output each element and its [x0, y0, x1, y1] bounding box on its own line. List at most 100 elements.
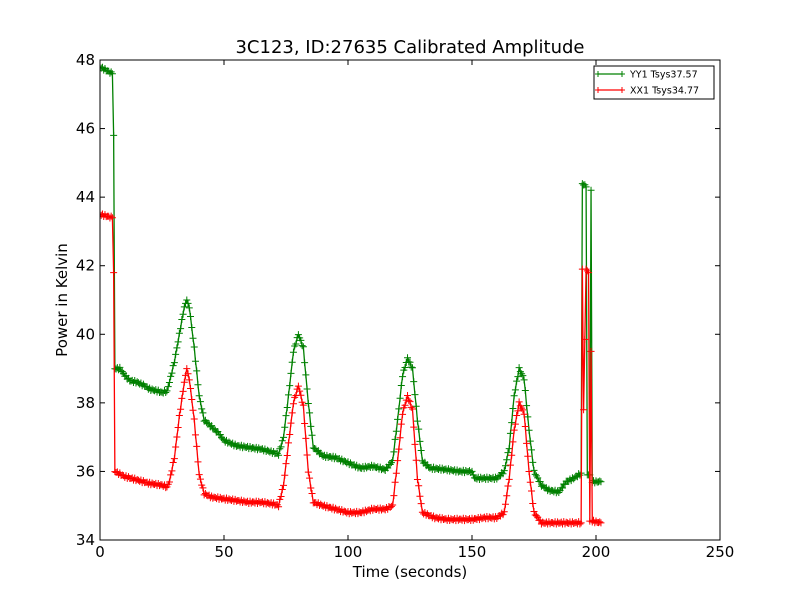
data-point-marker [281, 423, 289, 431]
data-point-marker [521, 387, 529, 395]
data-point-marker [407, 363, 415, 371]
data-point-marker [526, 437, 534, 445]
data-point-marker [501, 462, 509, 470]
data-point-marker [504, 449, 512, 457]
data-point-marker [168, 369, 176, 377]
data-point-marker [396, 434, 404, 442]
data-point-marker [193, 367, 201, 375]
data-point-marker [523, 402, 531, 410]
data-point-marker [299, 343, 307, 351]
data-point-marker [411, 391, 419, 399]
data-point-marker [173, 344, 181, 352]
data-point-marker [506, 429, 514, 437]
data-point-marker [411, 440, 419, 448]
data-point-marker [304, 468, 312, 476]
data-point-marker [108, 214, 116, 222]
data-point-marker [183, 365, 191, 373]
data-point-marker [301, 420, 309, 428]
data-point-marker [174, 424, 182, 432]
data-point-marker [521, 423, 529, 431]
data-point-marker [183, 296, 191, 304]
data-point-marker [177, 325, 185, 333]
data-point-marker [412, 402, 420, 410]
data-point-marker [399, 410, 407, 418]
data-point-marker [277, 493, 285, 501]
data-point-marker [173, 433, 181, 441]
data-point-marker [289, 400, 297, 408]
data-point-marker [529, 499, 537, 507]
series-markers [100, 210, 605, 528]
data-point-marker [184, 299, 192, 307]
data-point-marker [163, 387, 171, 395]
data-point-marker [397, 382, 405, 390]
data-point-marker [282, 412, 290, 420]
data-point-marker [298, 398, 306, 406]
data-point-marker [170, 359, 178, 367]
legend-box [593, 65, 715, 100]
data-point-marker [587, 186, 595, 194]
data-point-marker [289, 348, 297, 356]
data-point-marker [390, 448, 398, 456]
data-point-marker [180, 303, 188, 311]
legend-entry-xx1: XX1 Tsys34.77 [595, 86, 699, 97]
data-point-marker [187, 312, 195, 320]
data-point-marker [190, 415, 198, 423]
chart-title: 3C123, ID:27635 Calibrated Amplitude [235, 37, 584, 58]
data-point-marker [196, 475, 204, 483]
data-point-marker [172, 443, 180, 451]
legend-entry-yy1: YY1 Tsys37.57 [595, 70, 698, 81]
data-point-marker [515, 364, 523, 372]
data-point-marker [525, 426, 533, 434]
y-tick-label: 44 [76, 188, 95, 206]
data-point-marker [580, 406, 588, 414]
data-point-marker [170, 455, 178, 463]
data-point-marker [175, 411, 183, 419]
data-point-marker [292, 340, 300, 348]
data-point-marker [386, 460, 394, 468]
data-point-marker [500, 508, 508, 516]
data-point-marker [390, 492, 398, 500]
data-point-marker [520, 410, 528, 418]
data-point-marker [107, 212, 115, 220]
data-point-marker [416, 437, 424, 445]
data-point-marker [518, 404, 526, 412]
data-point-marker [597, 478, 605, 486]
data-point-marker [405, 396, 413, 404]
data-point-marker [287, 419, 295, 427]
data-point-marker [404, 354, 412, 362]
data-point-marker [165, 379, 173, 387]
data-point-marker [509, 438, 517, 446]
data-point-marker [297, 391, 305, 399]
data-point-marker [306, 409, 314, 417]
data-point-marker [401, 401, 409, 409]
data-point-marker [193, 442, 201, 450]
data-point-marker [167, 372, 175, 380]
data-point-marker [307, 484, 315, 492]
data-point-marker [412, 456, 420, 464]
x-axis-label: Time (seconds) [352, 563, 468, 581]
legend-marker-xx1 [595, 87, 625, 93]
data-point-marker [303, 385, 311, 393]
data-point-marker [528, 487, 536, 495]
y-tick-label: 38 [76, 394, 95, 412]
data-point-marker [396, 394, 404, 402]
data-point-marker [162, 388, 170, 396]
data-point-marker [188, 396, 196, 404]
data-point-marker [286, 382, 294, 390]
data-point-marker [514, 373, 522, 381]
data-point-marker [500, 467, 508, 475]
data-point-marker [408, 364, 416, 372]
data-point-marker [175, 329, 183, 337]
data-point-marker [178, 394, 186, 402]
data-point-marker [189, 334, 197, 342]
data-point-marker [307, 422, 315, 430]
y-tick-label: 46 [76, 120, 95, 138]
data-point-marker [168, 467, 176, 475]
data-point-marker [510, 392, 518, 400]
data-point-marker [536, 478, 544, 486]
data-point-marker [532, 512, 540, 520]
data-point-marker [399, 373, 407, 381]
data-point-marker [185, 304, 193, 312]
data-point-marker [216, 430, 224, 438]
data-point-marker [110, 131, 118, 139]
